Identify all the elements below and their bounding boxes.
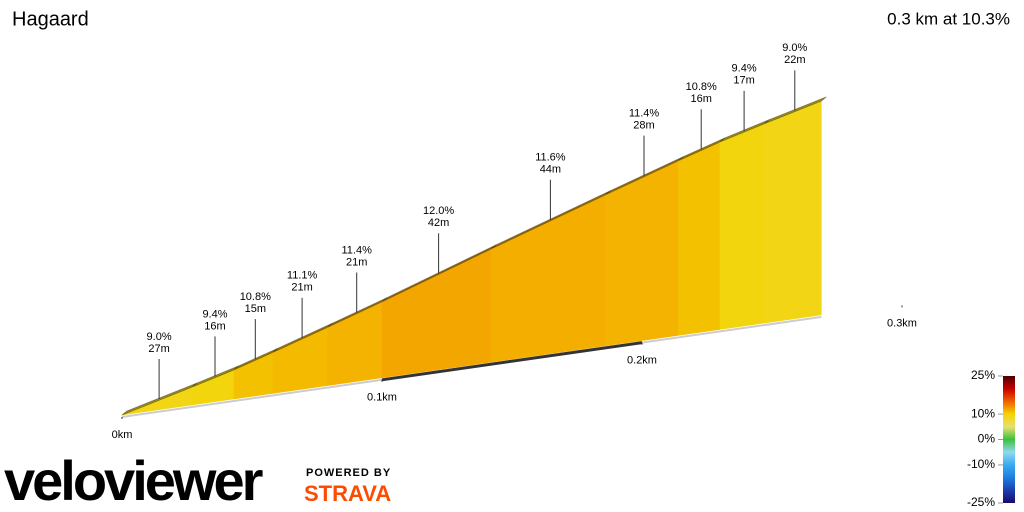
length-label: 16m [204, 320, 225, 332]
length-label: 15m [245, 303, 266, 315]
colorbar [1003, 376, 1015, 503]
logo: veloviewer [4, 449, 263, 512]
length-label: 21m [346, 256, 367, 268]
colorbar-label: -25% [967, 495, 995, 509]
colorbar-label: 0% [978, 432, 996, 446]
distance-band [381, 341, 643, 382]
segment [678, 141, 721, 336]
subtitle: 0.3 km at 10.3% [887, 9, 1010, 28]
x-tick-label: 0.1km [367, 392, 397, 404]
length-label: 17m [733, 75, 754, 87]
grade-label: 9.4% [202, 308, 227, 320]
segment [381, 248, 492, 379]
segment [719, 123, 765, 330]
length-label: 44m [540, 164, 561, 176]
grade-label: 9.4% [732, 63, 757, 75]
powered-by: POWERED BY [306, 467, 391, 479]
grade-label: 11.4% [629, 108, 660, 120]
x-tick-label: 0.2km [627, 355, 657, 367]
colorbar-label: -10% [967, 457, 995, 471]
length-label: 21m [291, 282, 312, 294]
length-label: 42m [428, 217, 449, 229]
x-tick-label: 0.3km [887, 317, 917, 329]
grade-label: 12.0% [423, 205, 454, 217]
grade-label: 9.0% [147, 331, 172, 343]
length-label: 27m [148, 343, 169, 355]
colorbar-label: 10% [971, 406, 995, 420]
grade-label: 10.8% [240, 291, 271, 303]
colorbar-label: 25% [971, 368, 995, 382]
grade-label: 11.4% [342, 244, 373, 256]
grade-label: 11.1% [287, 270, 318, 282]
strava-logo: STRAVA [304, 481, 391, 506]
segment [763, 100, 822, 324]
segment-top [763, 96, 827, 125]
length-label: 28m [633, 120, 654, 132]
grade-label: 9.0% [782, 42, 807, 54]
segment [272, 326, 328, 394]
grade-label: 11.6% [535, 152, 566, 164]
length-label: 16m [690, 93, 711, 105]
title: Hagaard [12, 8, 89, 30]
x-tick-label: 0km [112, 429, 133, 441]
grade-label: 10.8% [686, 81, 717, 93]
segment [191, 369, 235, 406]
length-label: 22m [784, 54, 805, 66]
